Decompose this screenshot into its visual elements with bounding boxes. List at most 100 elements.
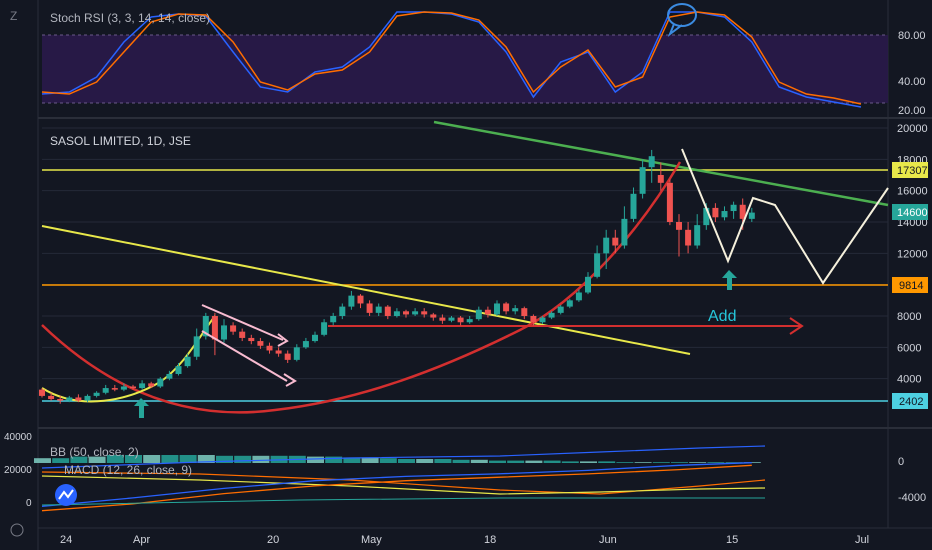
volume-bar [434, 459, 452, 463]
candle [148, 381, 155, 389]
candle [512, 305, 519, 315]
time-tick: 20 [267, 534, 279, 546]
candle [694, 214, 701, 249]
price-tick: 20000 [897, 123, 928, 135]
candle [39, 388, 45, 398]
price-tick: 16000 [897, 186, 928, 198]
volume-bar [398, 459, 415, 463]
candle [166, 370, 173, 381]
macd-signal-line [41, 464, 752, 512]
time-tick: Jul [855, 534, 869, 546]
candle [48, 392, 55, 401]
price-tick: 8000 [897, 311, 921, 323]
stoch-rsi-panel: Stoch RSI (3, 3, 14, 14, close) 80.00 40… [41, 3, 926, 117]
time-tick: Apr [133, 534, 150, 546]
candle [102, 384, 109, 395]
candle [412, 308, 419, 316]
price-tick: 6000 [897, 342, 921, 354]
volume-bar [216, 455, 233, 463]
upper-level-label: 17307 [897, 165, 928, 177]
bb-basis-line [41, 471, 766, 495]
support-level-label-bg [892, 277, 928, 293]
macd-legend[interactable]: MACD (12, 26, close, 9) [64, 463, 192, 477]
candle [421, 308, 428, 318]
candle [603, 229, 610, 269]
candle [302, 337, 309, 349]
candle [75, 394, 82, 403]
settings-icon[interactable] [10, 523, 24, 537]
time-tick: Jun [599, 534, 617, 546]
bb-upper-line [41, 445, 766, 469]
red-arrow-head [789, 317, 804, 335]
candle [730, 201, 737, 219]
candle [557, 305, 564, 315]
lower-panel: BB (50, close, 2) MACD (12, 26, close, 9… [4, 432, 926, 512]
lower-left-tick: 0 [26, 498, 32, 509]
candle [539, 316, 546, 324]
candle [648, 149, 655, 183]
low-level-label-bg [892, 393, 928, 409]
time-tick: 18 [484, 534, 496, 546]
volume-bar [325, 456, 343, 463]
candle [521, 306, 528, 320]
time-axis: 24 Apr 20 May 18 Jun 15 Jul [60, 534, 869, 546]
candle [321, 319, 328, 337]
price-tick: 12000 [897, 248, 928, 260]
candle [503, 301, 510, 315]
candle [211, 312, 218, 356]
stoch-band [42, 35, 888, 103]
red-parabola-curve[interactable] [41, 161, 682, 414]
current-price-label: 14600 [897, 207, 928, 219]
volume-bar [580, 461, 597, 463]
candle [448, 316, 455, 323]
bb-lower-line [41, 475, 766, 495]
price-legend[interactable]: SASOL LIMITED, 1D, JSE [50, 134, 191, 148]
candle [257, 337, 264, 349]
macd-extra-line [41, 497, 765, 506]
time-tick: 15 [726, 534, 738, 546]
bb-legend[interactable]: BB (50, close, 2) [50, 445, 139, 459]
volume-bar [34, 458, 51, 463]
candle [566, 298, 573, 309]
logo-icon-mark [58, 489, 74, 500]
projection-path[interactable] [681, 148, 889, 285]
stoch-tick: 40.00 [898, 76, 926, 88]
candle [312, 331, 318, 343]
volume-bar [252, 455, 270, 463]
yellow-trendline[interactable] [41, 225, 691, 355]
candle [530, 314, 537, 326]
toolbar-icon-label[interactable]: Z [10, 9, 17, 23]
buy-arrow-icon[interactable] [134, 398, 149, 418]
volume-bar [725, 462, 743, 463]
stoch-tick: 20.00 [898, 105, 926, 117]
candle [457, 316, 464, 326]
volume-bar [707, 462, 725, 463]
volume-bar [379, 458, 397, 463]
candle [357, 294, 364, 309]
candle [676, 214, 682, 257]
volume-bar [70, 456, 88, 463]
macd-line [41, 462, 752, 508]
volume-bar [361, 457, 379, 463]
candle [266, 342, 273, 354]
volume-bar [197, 455, 215, 463]
candle [639, 159, 646, 199]
candle [666, 179, 673, 226]
lower-right-tick: 0 [898, 456, 904, 468]
candle [230, 322, 237, 335]
candle [721, 206, 728, 221]
add-annotation[interactable]: Add [708, 308, 736, 325]
candle [748, 207, 755, 222]
volume-bar [671, 462, 688, 463]
candle [120, 383, 127, 392]
candle [330, 312, 337, 326]
volume-bar [161, 455, 179, 463]
candle [93, 391, 100, 398]
candle [348, 290, 355, 310]
bull-flag-channel[interactable] [201, 304, 297, 387]
stoch-legend[interactable]: Stoch RSI (3, 3, 14, 14, close) [50, 11, 210, 25]
candle [339, 303, 346, 320]
add-arrow-icon[interactable] [722, 270, 737, 290]
low-level-label: 2402 [899, 396, 923, 408]
